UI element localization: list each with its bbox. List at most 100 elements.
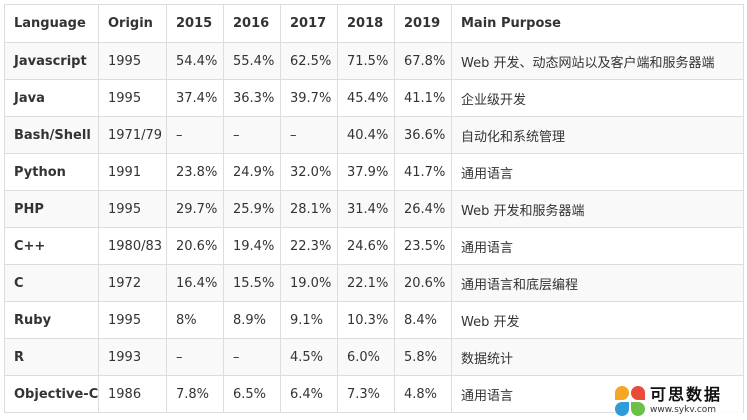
cell-2018: 10.3% — [337, 301, 395, 339]
cell-2019: 26.4% — [394, 190, 452, 228]
cell-2016: 25.9% — [223, 190, 281, 228]
cell-main-purpose: 数据统计 — [451, 338, 744, 376]
cell-2015: – — [166, 338, 224, 376]
cell-main-purpose: 通用语言 — [451, 227, 744, 265]
cell-language: Java — [4, 79, 99, 117]
cell-main-purpose: 企业级开发 — [451, 79, 744, 117]
table-header-row: Language Origin 2015 2016 2017 2018 2019… — [4, 4, 744, 43]
cell-2016: 8.9% — [223, 301, 281, 339]
header-2017: 2017 — [280, 4, 338, 43]
cell-main-purpose: Web 开发 — [451, 301, 744, 339]
cell-main-purpose: 自动化和系统管理 — [451, 116, 744, 154]
cell-2016: 6.5% — [223, 375, 281, 413]
cell-2015: – — [166, 116, 224, 154]
header-language: Language — [4, 4, 99, 43]
table-row: Javascript 1995 54.4% 55.4% 62.5% 71.5% 67.8% W… — [4, 42, 744, 80]
cell-2018: 6.0% — [337, 338, 395, 376]
cell-2019: 4.8% — [394, 375, 452, 413]
cell-2019: 20.6% — [394, 264, 452, 302]
cell-main-purpose: Web 开发、动态网站以及客户端和服务器端 — [451, 42, 744, 80]
table-row: Bash/Shell 1971/79– – –40.4% 36.6% 自动化和系统管理 — [4, 116, 744, 154]
cell-language: C — [4, 264, 99, 302]
cell-language: Python — [4, 153, 99, 191]
cell-2017: 28.1% — [280, 190, 338, 228]
cell-main-purpose: 通用语言 — [451, 153, 744, 191]
cell-2016: 24.9% — [223, 153, 281, 191]
watermark-text: 可思数据 www.sykv.com — [650, 387, 722, 415]
header-2019: 2019 — [394, 4, 452, 43]
watermark-title: 可思数据 — [650, 385, 723, 404]
cell-2015: 37.4% — [166, 79, 224, 117]
cell-2015: 23.8% — [166, 153, 224, 191]
header-2015: 2015 — [166, 4, 224, 43]
watermark-logo: 可思数据 www.sykv.com — [615, 384, 743, 418]
cell-origin: 1972 — [98, 264, 167, 302]
cell-language: Ruby — [4, 301, 99, 339]
cell-2015: 16.4% — [166, 264, 224, 302]
cell-2019: 8.4% — [394, 301, 452, 339]
cell-2017: 62.5% — [280, 42, 338, 80]
cell-2016: 15.5% — [223, 264, 281, 302]
cell-main-purpose: 通用语言和底层编程 — [451, 264, 744, 302]
cell-2016: – — [223, 116, 281, 154]
cell-2017: 6.4% — [280, 375, 338, 413]
cell-2017: 32.0% — [280, 153, 338, 191]
table-row: R 1993– –4.5% 6.0% 5.8% 数据统计 — [4, 338, 744, 376]
cell-main-purpose: Web 开发和服务器端 — [451, 190, 744, 228]
cell-origin: 1995 — [98, 301, 167, 339]
cell-origin: 1995 — [98, 190, 167, 228]
cell-2015: 8% — [166, 301, 224, 339]
table-row: Python 1991 23.8% 24.9% 32.0% 37.9% 41.7% 通用语言 — [4, 153, 744, 191]
table-row: C 1972 16.4% 15.5% 19.0% 22.1% 20.6% 通用语言和底层编程 — [4, 264, 744, 302]
cell-2019: 41.7% — [394, 153, 452, 191]
cell-origin: 1986 — [98, 375, 167, 413]
cell-2019: 67.8% — [394, 42, 452, 80]
cell-2018: 71.5% — [337, 42, 395, 80]
table-row: Ruby 1995 8% 8.9% 9.1% 10.3% 8.4% Web 开发 — [4, 301, 744, 339]
header-main-purpose: Main Purpose — [451, 4, 744, 43]
cell-2016: 36.3% — [223, 79, 281, 117]
cell-2018: 31.4% — [337, 190, 395, 228]
cell-language: R — [4, 338, 99, 376]
cell-2019: 23.5% — [394, 227, 452, 265]
cell-2017: 39.7% — [280, 79, 338, 117]
cell-2017: 22.3% — [280, 227, 338, 265]
cell-2018: 22.1% — [337, 264, 395, 302]
table-row: Java 1995 37.4% 36.3% 39.7% 45.4% 41.1% 企业级开发 — [4, 79, 744, 117]
cell-2018: 37.9% — [337, 153, 395, 191]
table-row: C++ 1980/83 20.6% 19.4% 22.3% 24.6% 23.5% 通用语言 — [4, 227, 744, 265]
table-row: PHP 1995 29.7% 25.9% 28.1% 31.4% 26.4% Web 开发和服… — [4, 190, 744, 228]
language-table: Language Origin 2015 2016 2017 2018 2019… — [4, 4, 744, 413]
cell-2019: 36.6% — [394, 116, 452, 154]
cell-2019: 41.1% — [394, 79, 452, 117]
logo-icon — [615, 386, 645, 416]
header-2016: 2016 — [223, 4, 281, 43]
cell-origin: 1980/83 — [98, 227, 167, 265]
cell-2019: 5.8% — [394, 338, 452, 376]
cell-2017: 19.0% — [280, 264, 338, 302]
cell-origin: 1971/79 — [98, 116, 167, 154]
cell-2016: 55.4% — [223, 42, 281, 80]
cell-2018: 45.4% — [337, 79, 395, 117]
cell-language: PHP — [4, 190, 99, 228]
cell-2017: 9.1% — [280, 301, 338, 339]
table-body: Javascript 1995 54.4% 55.4% 62.5% 71.5% 67.8% W… — [4, 42, 744, 413]
cell-origin: 1995 — [98, 79, 167, 117]
cell-2018: 40.4% — [337, 116, 395, 154]
cell-2015: 54.4% — [166, 42, 224, 80]
header-origin: Origin — [98, 4, 167, 43]
cell-2018: 24.6% — [337, 227, 395, 265]
cell-2015: 7.8% — [166, 375, 224, 413]
cell-2017: – — [280, 116, 338, 154]
cell-origin: 1995 — [98, 42, 167, 80]
cell-language: Javascript — [4, 42, 99, 80]
cell-origin: 1993 — [98, 338, 167, 376]
cell-2015: 29.7% — [166, 190, 224, 228]
cell-2015: 20.6% — [166, 227, 224, 265]
cell-language: C++ — [4, 227, 99, 265]
watermark-url: www.sykv.com — [650, 405, 717, 415]
cell-language: Bash/Shell — [4, 116, 99, 154]
header-2018: 2018 — [337, 4, 395, 43]
cell-2016: – — [223, 338, 281, 376]
cell-origin: 1991 — [98, 153, 167, 191]
